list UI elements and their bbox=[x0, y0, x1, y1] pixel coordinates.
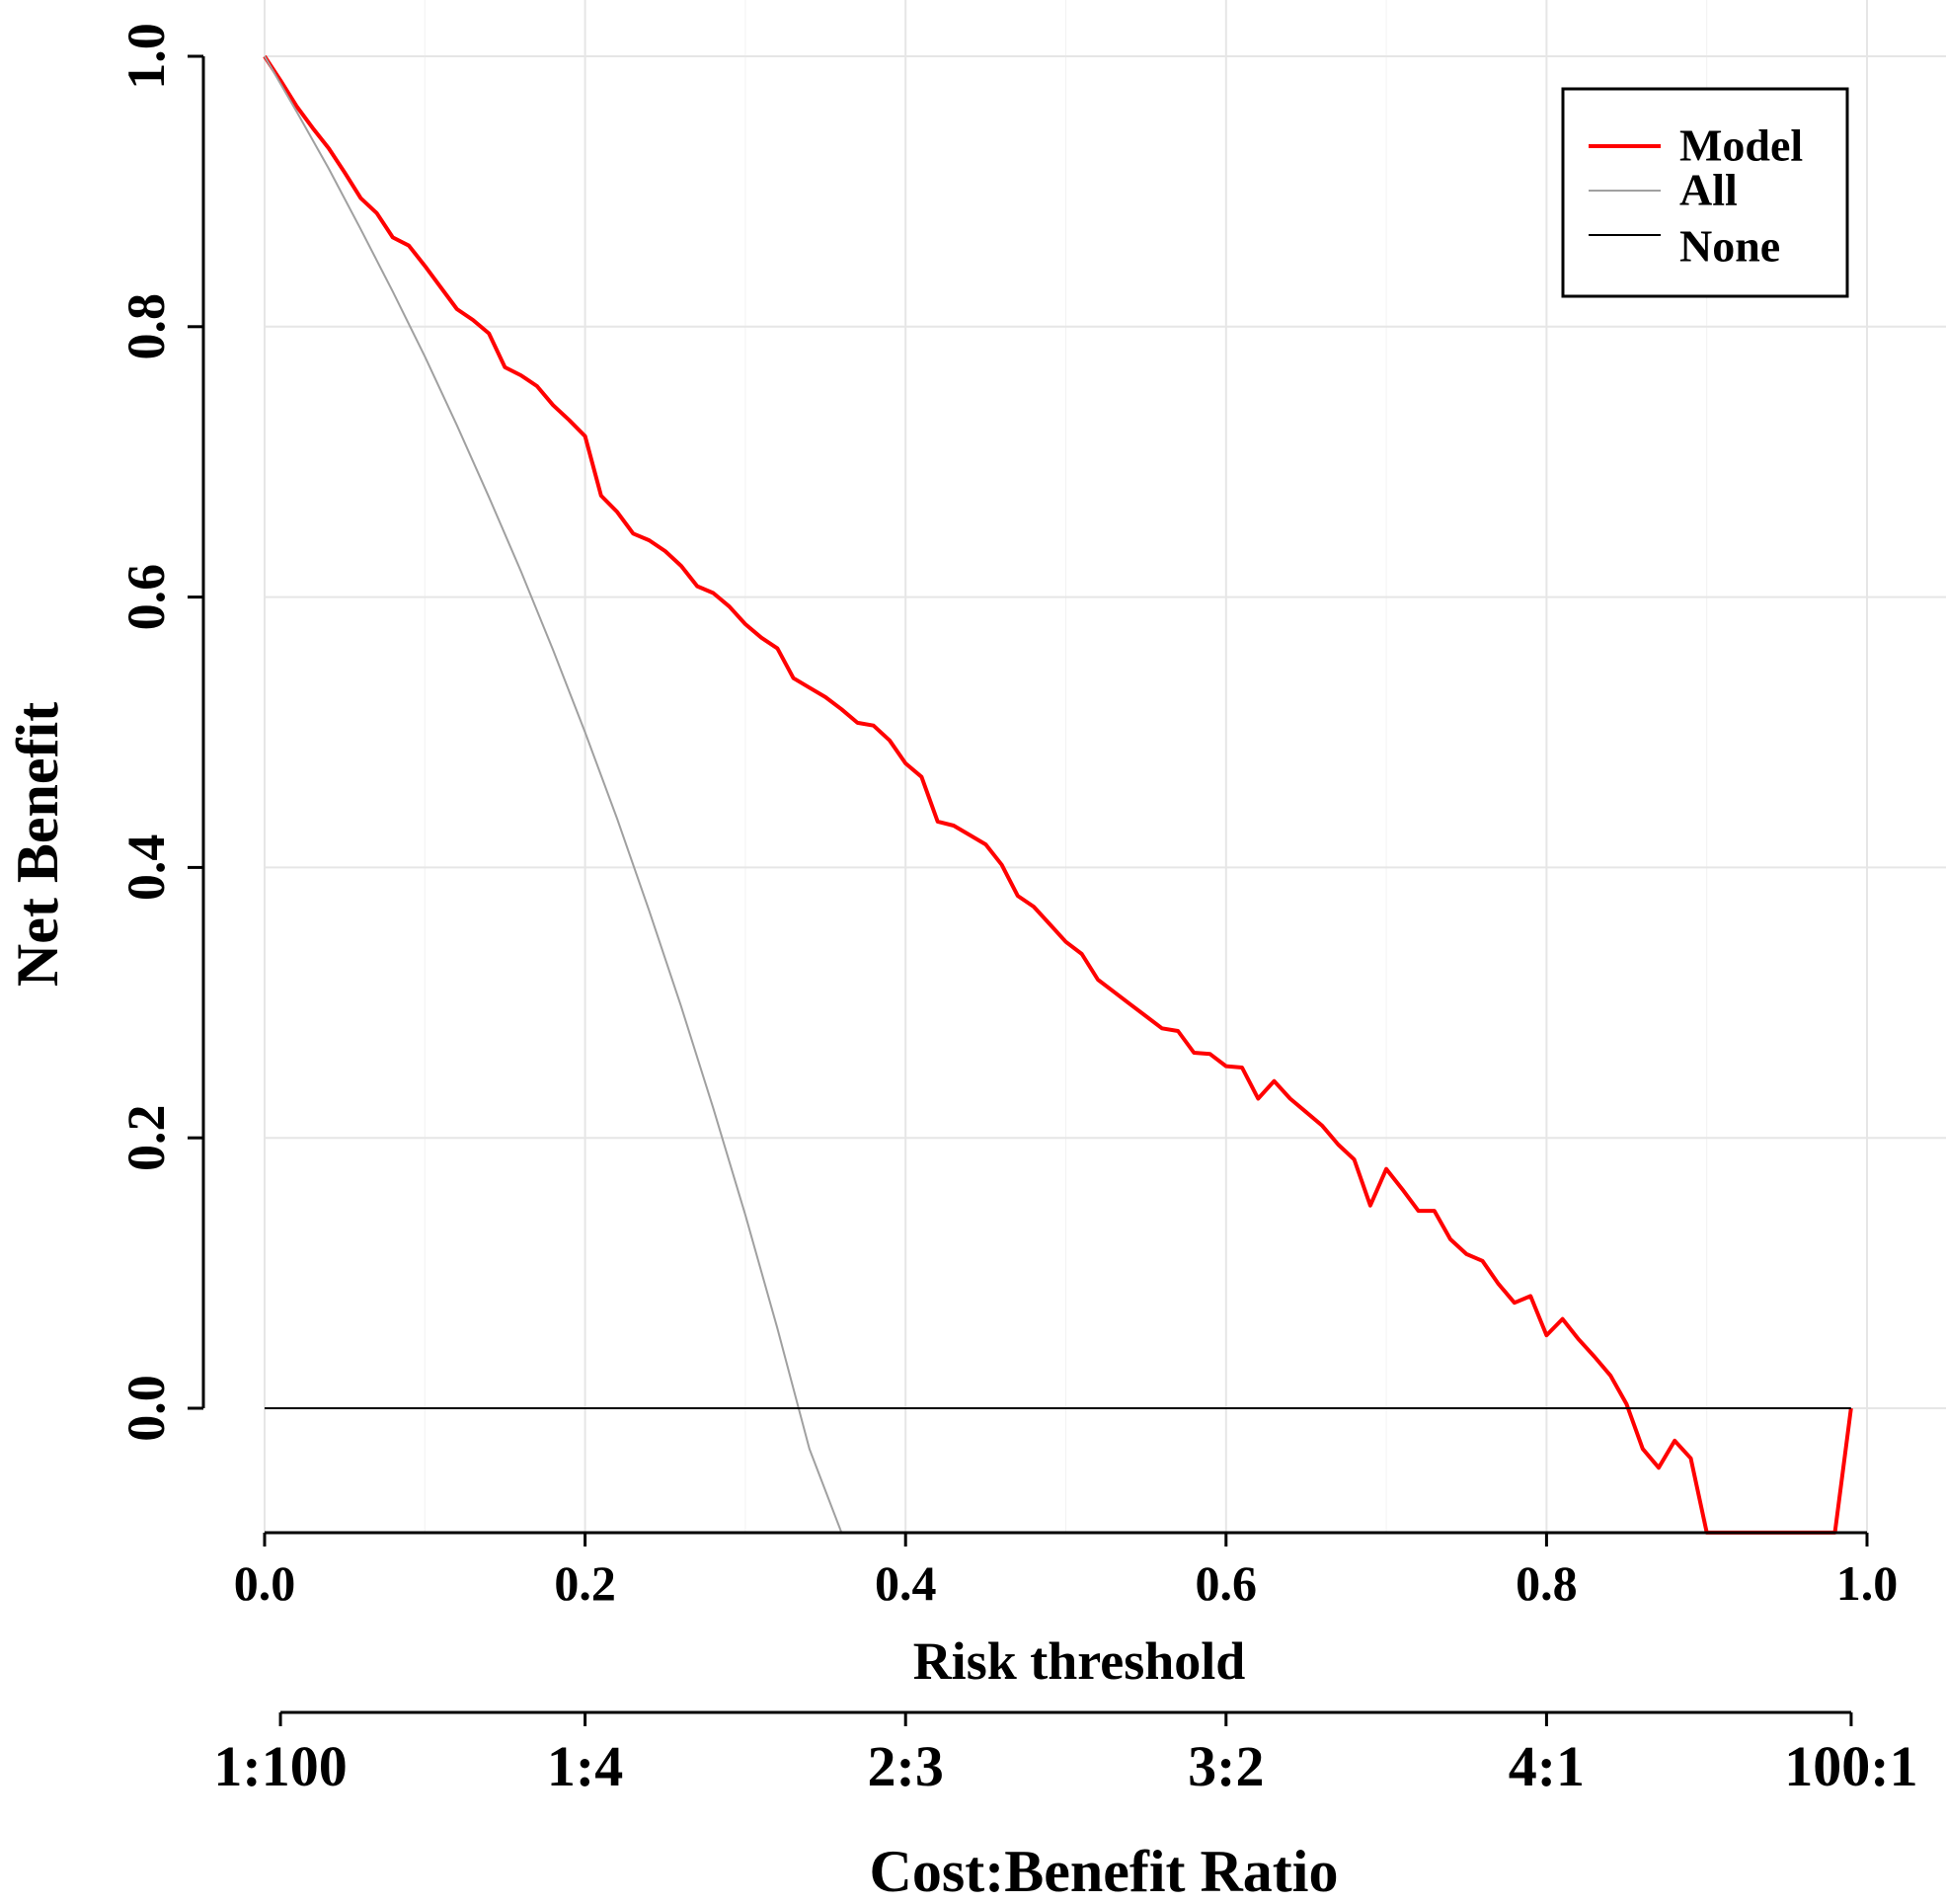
series-line-model bbox=[263, 54, 1853, 1535]
y-tick-label: 0.6 bbox=[117, 564, 176, 631]
y-tick-label: 1.0 bbox=[117, 23, 176, 90]
legend-box bbox=[1561, 87, 1849, 298]
x-axis-title: Risk threshold bbox=[913, 1631, 1246, 1691]
x2-tick-label: 1:4 bbox=[547, 1734, 623, 1798]
x-tick-label: 0.6 bbox=[1196, 1555, 1258, 1611]
legend: Model All None bbox=[1561, 87, 1849, 298]
y-tick-label: 0.4 bbox=[117, 834, 176, 902]
x-tick-label: 1.0 bbox=[1836, 1555, 1899, 1611]
legend-label-none: None bbox=[1679, 221, 1780, 272]
legend-label-model: Model bbox=[1679, 120, 1803, 171]
y-tick-label: 0.0 bbox=[117, 1375, 176, 1442]
x-tick-label: 0.2 bbox=[554, 1555, 616, 1611]
x-tick-label: 0.8 bbox=[1516, 1555, 1578, 1611]
x2-tick-label: 3:2 bbox=[1188, 1734, 1264, 1798]
series-lines bbox=[263, 54, 1853, 1535]
x-tick-label: 0.4 bbox=[875, 1555, 937, 1611]
x2-tick-label: 4:1 bbox=[1509, 1734, 1585, 1798]
x2-tick-label: 1:100 bbox=[213, 1734, 347, 1798]
x2-axis-title: Cost:Benefit Ratio bbox=[870, 1839, 1339, 1904]
axes: 0.0 0.2 0.4 0.6 0.8 1.0 0.0 0.2 0.4 0.6 0.8 1.0 1:10… bbox=[117, 23, 1918, 1798]
x2-tick-label: 100:1 bbox=[1784, 1734, 1917, 1798]
y-axis-title: Net Benefit bbox=[5, 702, 70, 987]
legend-label-all: All bbox=[1679, 165, 1738, 215]
y-tick-label: 0.8 bbox=[117, 293, 176, 360]
series-line-all bbox=[264, 55, 843, 1534]
y-tick-label: 0.2 bbox=[117, 1104, 176, 1171]
x2-tick-label: 2:3 bbox=[868, 1734, 944, 1798]
x-tick-label: 0.0 bbox=[234, 1555, 296, 1611]
